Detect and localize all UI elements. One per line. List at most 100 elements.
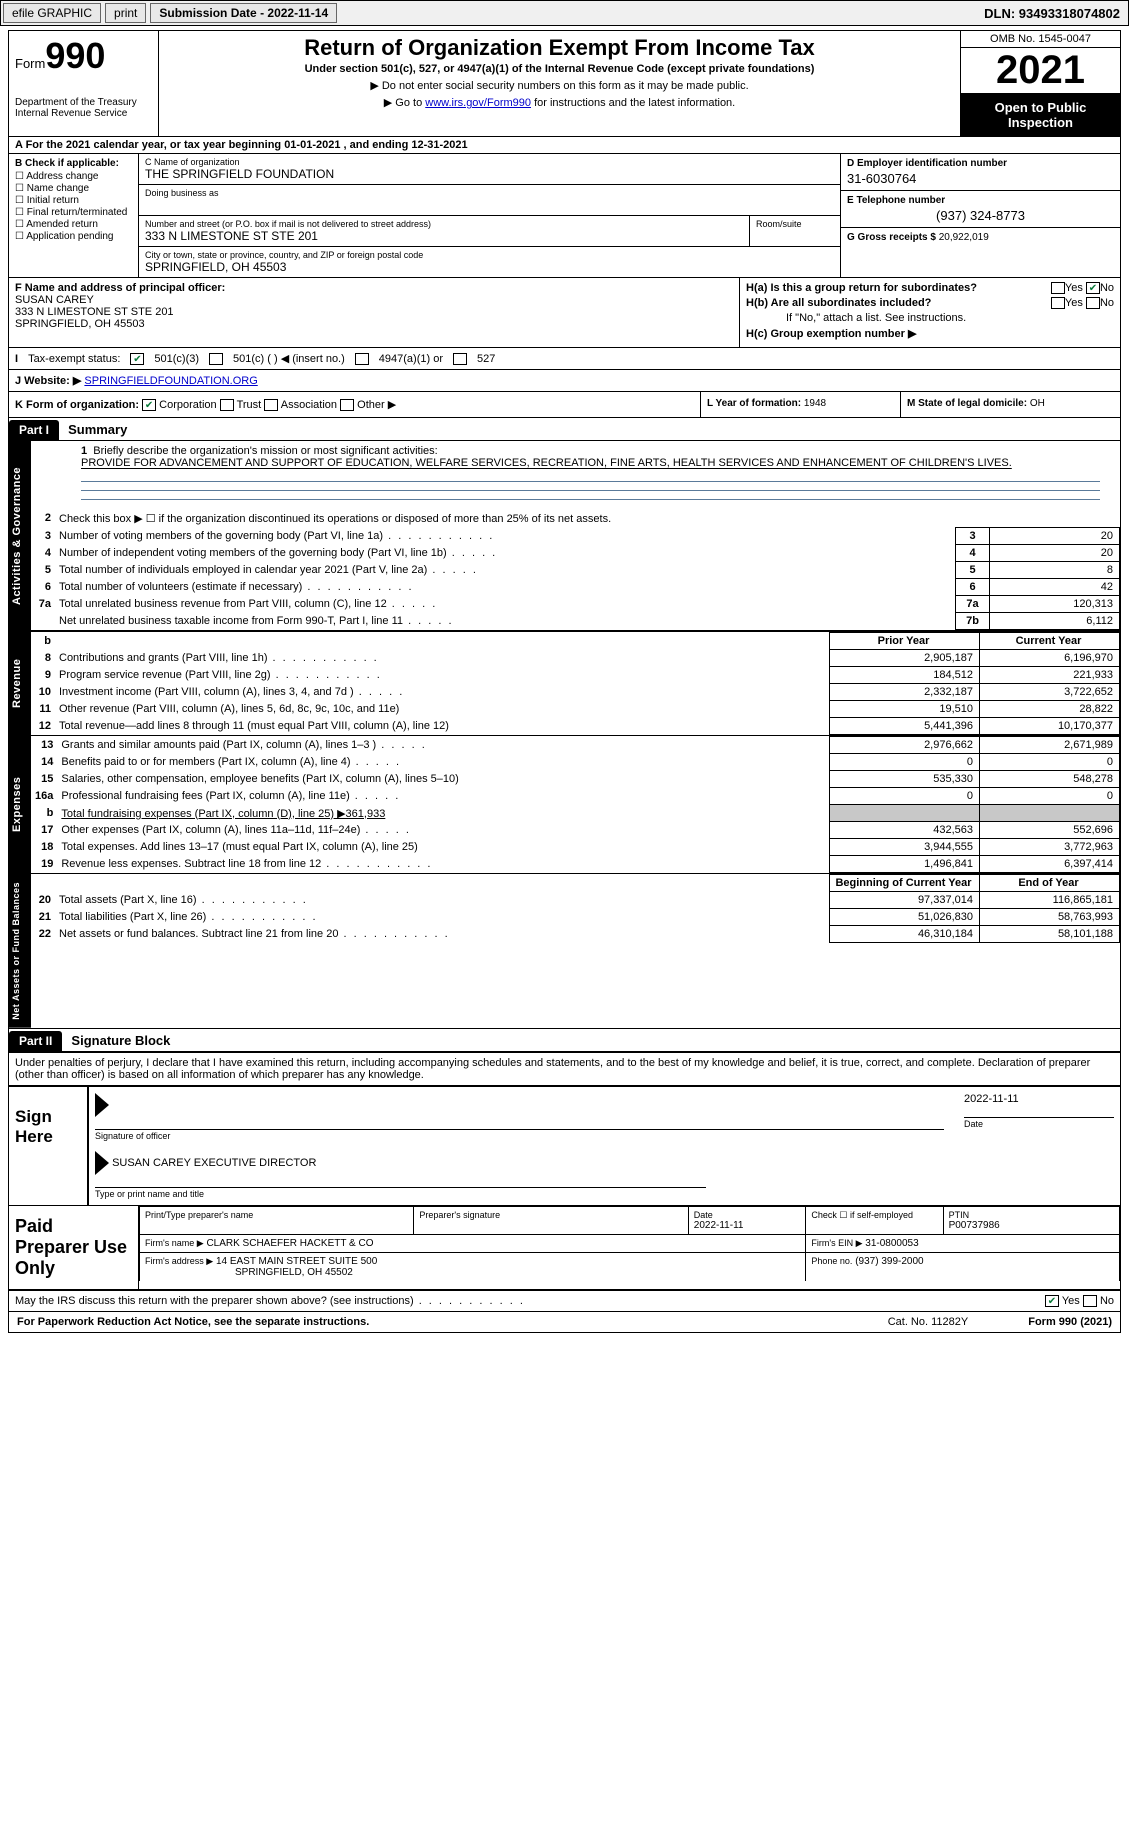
arrow-icon <box>95 1151 109 1175</box>
ha-label: H(a) Is this a group return for subordin… <box>746 282 977 294</box>
mission-text: PROVIDE FOR ADVANCEMENT AND SUPPORT OF E… <box>81 457 1012 469</box>
form-footer: Form 990 (2021) <box>1028 1316 1112 1328</box>
col-h-group: H(a) Is this a group return for subordin… <box>740 278 1120 347</box>
vtab-netassets: Net Assets or Fund Balances <box>9 874 31 1028</box>
tax-label: Tax-exempt status: <box>28 353 120 365</box>
table-row: 12Total revenue—add lines 8 through 11 (… <box>31 718 1120 735</box>
chk-other[interactable] <box>340 399 354 411</box>
chk-address[interactable]: ☐ Address change <box>15 171 132 182</box>
section-bcd: B Check if applicable: ☐ Address change … <box>9 154 1120 278</box>
chk-501c3[interactable] <box>130 353 144 365</box>
website-link[interactable]: SPRINGFIELDFOUNDATION.ORG <box>84 375 257 387</box>
hb-yes[interactable] <box>1051 297 1065 309</box>
chk-527[interactable] <box>453 353 467 365</box>
officer-addr2: SPRINGFIELD, OH 45503 <box>15 318 145 330</box>
chk-4947[interactable] <box>355 353 369 365</box>
col-d-ein: D Employer identification number 31-6030… <box>840 154 1120 277</box>
vtab-revenue: Revenue <box>9 632 31 735</box>
note-ssn: ▶ Do not enter social security numbers o… <box>165 79 954 92</box>
penalties-text: Under penalties of perjury, I declare th… <box>9 1051 1120 1085</box>
sig-date-line: Date <box>964 1117 1114 1129</box>
officer-print-name: SUSAN CAREY EXECUTIVE DIRECTOR <box>112 1157 316 1169</box>
row-tax-status: I Tax-exempt status: 501(c)(3) 501(c) ( … <box>9 348 1120 370</box>
irs-label: Internal Revenue Service <box>15 108 152 119</box>
table-row: 4Number of independent voting members of… <box>31 545 1120 562</box>
submission-date: Submission Date - 2022-11-14 <box>150 3 337 23</box>
open-public-badge: Open to Public Inspection <box>961 94 1120 136</box>
row-klm: K Form of organization: Corporation Trus… <box>9 392 1120 418</box>
governance-table: 2Check this box ▶ ☐ if the organization … <box>31 510 1120 630</box>
table-row: 21Total liabilities (Part X, line 26)51,… <box>31 909 1120 926</box>
form-header: Form990 Department of the Treasury Inter… <box>9 31 1120 137</box>
chk-trust[interactable] <box>220 399 234 411</box>
vtab-expenses: Expenses <box>9 736 31 873</box>
city-state-zip: SPRINGFIELD, OH 45503 <box>145 260 834 274</box>
col-f-officer: F Name and address of principal officer:… <box>9 278 740 347</box>
table-row: 8Contributions and grants (Part VIII, li… <box>31 650 1120 667</box>
room-label: Room/suite <box>756 219 834 229</box>
sign-here-label: Sign Here <box>9 1087 89 1205</box>
row-j-website: J Website: ▶ SPRINGFIELDFOUNDATION.ORG <box>9 370 1120 392</box>
firm-name: CLARK SCHAEFER HACKETT & CO <box>206 1238 373 1249</box>
hc-label: H(c) Group exemption number ▶ <box>746 328 916 340</box>
table-row: Net unrelated business taxable income fr… <box>31 613 1120 630</box>
form-990: Form990 Department of the Treasury Inter… <box>8 30 1121 1333</box>
omb-number: OMB No. 1545-0047 <box>961 31 1120 48</box>
header-middle: Return of Organization Exempt From Incom… <box>159 31 960 136</box>
footer-row: For Paperwork Reduction Act Notice, see … <box>9 1312 1120 1332</box>
form-subtitle: Under section 501(c), 527, or 4947(a)(1)… <box>165 63 954 75</box>
chk-initial[interactable]: ☐ Initial return <box>15 195 132 206</box>
expenses-section: Expenses 13Grants and similar amounts pa… <box>9 736 1120 874</box>
arrow-icon <box>95 1093 109 1117</box>
discuss-no[interactable] <box>1083 1295 1097 1307</box>
irs-link[interactable]: www.irs.gov/Form990 <box>425 97 531 109</box>
street-address: 333 N LIMESTONE ST STE 201 <box>145 229 743 243</box>
ha-no[interactable] <box>1086 282 1100 294</box>
table-row: 18Total expenses. Add lines 13–17 (must … <box>31 839 1120 856</box>
phone-label: E Telephone number <box>847 195 1114 206</box>
print-button[interactable]: print <box>105 3 146 23</box>
chk-pending[interactable]: ☐ Application pending <box>15 231 132 242</box>
mission-block: 1 Briefly describe the organization's mi… <box>31 441 1120 473</box>
prep-sig-label: Preparer's signature <box>419 1210 682 1220</box>
prep-date: 2022-11-11 <box>694 1220 744 1231</box>
sig-officer-line: Signature of officer <box>95 1129 944 1141</box>
top-toolbar: efile GRAPHIC print Submission Date - 20… <box>0 0 1129 26</box>
chk-501c[interactable] <box>209 353 223 365</box>
dba-label: Doing business as <box>145 188 834 198</box>
ha-yes[interactable] <box>1051 282 1065 294</box>
row-a-period: A For the 2021 calendar year, or tax yea… <box>9 137 1120 154</box>
firm-name-label: Firm's name ▶ <box>145 1238 204 1248</box>
table-row: 17Other expenses (Part IX, column (A), l… <box>31 822 1120 839</box>
col-c-org: C Name of organization THE SPRINGFIELD F… <box>139 154 840 277</box>
table-row: bTotal fundraising expenses (Part IX, co… <box>31 805 1120 822</box>
chk-corp[interactable] <box>142 399 156 411</box>
ein-value: 31-6030764 <box>847 171 1114 186</box>
netassets-section: Net Assets or Fund Balances Beginning of… <box>9 874 1120 1029</box>
firm-addr2: SPRINGFIELD, OH 45502 <box>145 1267 353 1278</box>
paid-preparer-section: Paid Preparer Use Only Print/Type prepar… <box>9 1206 1120 1291</box>
part2-title: Signature Block <box>71 1033 170 1048</box>
sign-here-section: Sign Here Signature of officer 2022-11-1… <box>9 1085 1120 1206</box>
col-b-header: B Check if applicable: <box>15 158 132 169</box>
ptin-label: PTIN <box>949 1210 1114 1220</box>
firm-addr-label: Firm's address ▶ <box>145 1256 213 1266</box>
ein-label: D Employer identification number <box>847 158 1114 169</box>
form-title: Return of Organization Exempt From Incom… <box>165 35 954 61</box>
chk-amended[interactable]: ☐ Amended return <box>15 219 132 230</box>
dln-label: DLN: 93493318074802 <box>976 4 1128 23</box>
header-left: Form990 Department of the Treasury Inter… <box>9 31 159 136</box>
pra-notice: For Paperwork Reduction Act Notice, see … <box>17 1316 369 1328</box>
chk-assoc[interactable] <box>264 399 278 411</box>
prep-check-label[interactable]: Check ☐ if self-employed <box>811 1210 937 1221</box>
k-form-org: K Form of organization: Corporation Trus… <box>9 392 700 417</box>
org-name-label: C Name of organization <box>145 157 834 167</box>
hb-no[interactable] <box>1086 297 1100 309</box>
table-row: 13Grants and similar amounts paid (Part … <box>31 737 1120 754</box>
table-row: 7aTotal unrelated business revenue from … <box>31 596 1120 613</box>
officer-addr1: 333 N LIMESTONE ST STE 201 <box>15 306 174 318</box>
org-name: THE SPRINGFIELD FOUNDATION <box>145 167 834 181</box>
chk-name[interactable]: ☐ Name change <box>15 183 132 194</box>
chk-final[interactable]: ☐ Final return/terminated <box>15 207 132 218</box>
discuss-yes[interactable] <box>1045 1295 1059 1307</box>
